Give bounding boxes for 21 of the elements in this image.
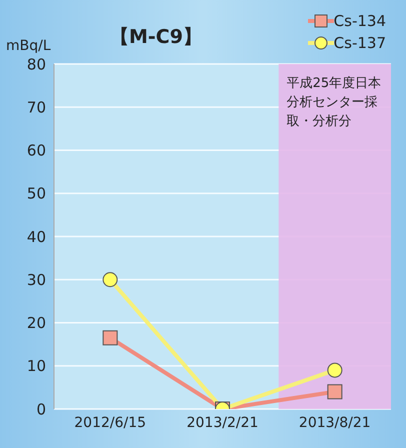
y-tick-label: 30 — [26, 270, 46, 289]
y-tick-label: 40 — [26, 228, 46, 246]
y-tick-label: 50 — [26, 184, 46, 203]
x-tick-label: 2012/6/15 — [74, 414, 146, 431]
y-tick-label: 0 — [36, 400, 46, 418]
point — [327, 362, 342, 378]
chart-title: 【M-C9】 — [110, 25, 202, 50]
legend-label: Cs-134 — [334, 12, 386, 30]
point — [327, 384, 342, 400]
y-tick-label: 10 — [26, 357, 46, 376]
point — [102, 272, 118, 288]
x-tick-label: 2013/2/21 — [186, 414, 258, 431]
y-tick-label: 80 — [26, 55, 46, 74]
x-tick-label: 2013/8/21 — [298, 414, 371, 431]
point — [102, 330, 118, 346]
y-tick-label: 60 — [26, 142, 46, 160]
legend-label: Cs-137 — [334, 34, 386, 52]
y-tick-label: 70 — [26, 98, 46, 116]
band-label: 平成25年度日本分析センター採取・分析分 — [286, 75, 382, 131]
y-axis-title: mBq/L — [6, 38, 51, 54]
y-tick-label: 20 — [26, 314, 46, 332]
